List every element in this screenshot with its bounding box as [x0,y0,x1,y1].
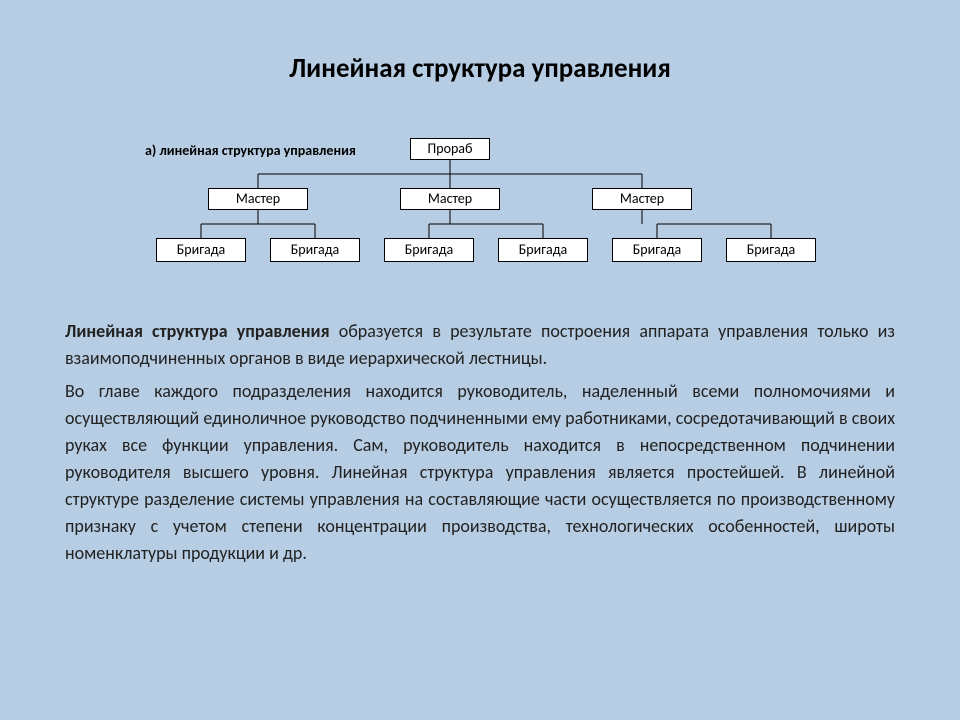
tree-node-b2: Бригада [270,238,360,262]
body-text: Линейная структура управления образуется… [65,318,895,573]
tree-node-b1: Бригада [156,238,246,262]
page-title: Линейная структура управления [0,52,960,85]
tree-connectors [130,138,850,308]
tree-node-b5: Бригада [612,238,702,262]
tree-node-m2: Мастер [400,188,500,210]
paragraph-1: Линейная структура управления образуется… [65,318,895,372]
slide-page: Линейная структура управления а) линейна… [0,0,960,720]
org-tree-diagram: Прораб Мастер Мастер Мастер Бригада Бригада Бр… [130,138,850,308]
tree-node-m1: Мастер [208,188,308,210]
paragraph-1-lead: Линейная структура управления [65,320,330,342]
paragraph-2: Во главе каждого подразделения находится… [65,378,895,567]
tree-node-b6: Бригада [726,238,816,262]
tree-node-b4: Бригада [498,238,588,262]
tree-node-b3: Бригада [384,238,474,262]
tree-node-root: Прораб [410,138,490,160]
tree-node-m3: Мастер [592,188,692,210]
